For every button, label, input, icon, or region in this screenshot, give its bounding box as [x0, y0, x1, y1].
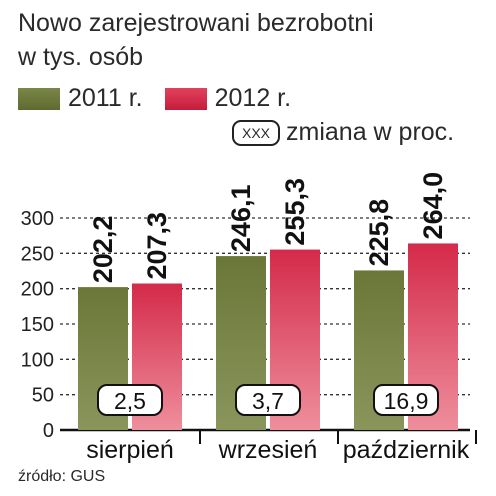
change-percent-label: 2,5	[114, 388, 146, 414]
bar-value-label: 202,2	[88, 216, 118, 284]
title-line-1: Nowo zarejestrowani bezrobotni	[18, 9, 374, 37]
x-category-label: październik	[343, 436, 470, 464]
legend-label-2011: 2011 r.	[68, 84, 143, 112]
change-box	[373, 384, 439, 416]
y-tick-label: 200	[21, 279, 54, 301]
labels-layer: 202,2 207,3 2,5 sierpień 246,1 255,3 3,7 wrzesi…	[86, 172, 470, 464]
bar-value-label: 207,3	[142, 212, 172, 280]
legend-item-2011: 2011 r.	[18, 84, 143, 113]
x-category-label: sierpień	[86, 436, 174, 464]
legend-swatch-2011	[18, 87, 60, 110]
bar-value-label: 246,1	[226, 185, 256, 253]
change-box	[235, 384, 301, 416]
change-legend: XXX zmiana w proc.	[232, 118, 454, 147]
bar-value-label: 264,0	[418, 172, 448, 240]
legend-label-2012: 2012 r.	[214, 84, 292, 112]
legend: 2011 r. 2012 r.	[18, 84, 313, 113]
chart-title: Nowo zarejestrowani bezrobotni w tys. os…	[18, 6, 374, 74]
bar-value-label: 255,3	[280, 178, 310, 246]
y-tick-label: 250	[21, 243, 54, 265]
y-tick-label: 0	[43, 420, 54, 442]
bar-value-label: 225,8	[364, 199, 394, 267]
change-box	[97, 384, 163, 416]
x-category-label: wrzesień	[218, 436, 318, 464]
change-percent-label: 16,9	[384, 388, 429, 414]
y-tick-label: 300	[21, 208, 54, 230]
y-tick-label: 50	[32, 385, 54, 407]
source-note: źródło: GUS	[18, 468, 106, 485]
change-legend-box: XXX	[232, 119, 281, 146]
change-percent-label: 3,7	[252, 388, 284, 414]
title-line-2: w tys. osób	[18, 43, 144, 71]
legend-swatch-2012	[164, 87, 207, 110]
y-tick-label: 100	[21, 349, 54, 371]
change-legend-label: zmiana w proc.	[286, 118, 455, 146]
y-tick-label: 150	[21, 314, 54, 336]
legend-item-2012: 2012 r.	[164, 84, 292, 113]
